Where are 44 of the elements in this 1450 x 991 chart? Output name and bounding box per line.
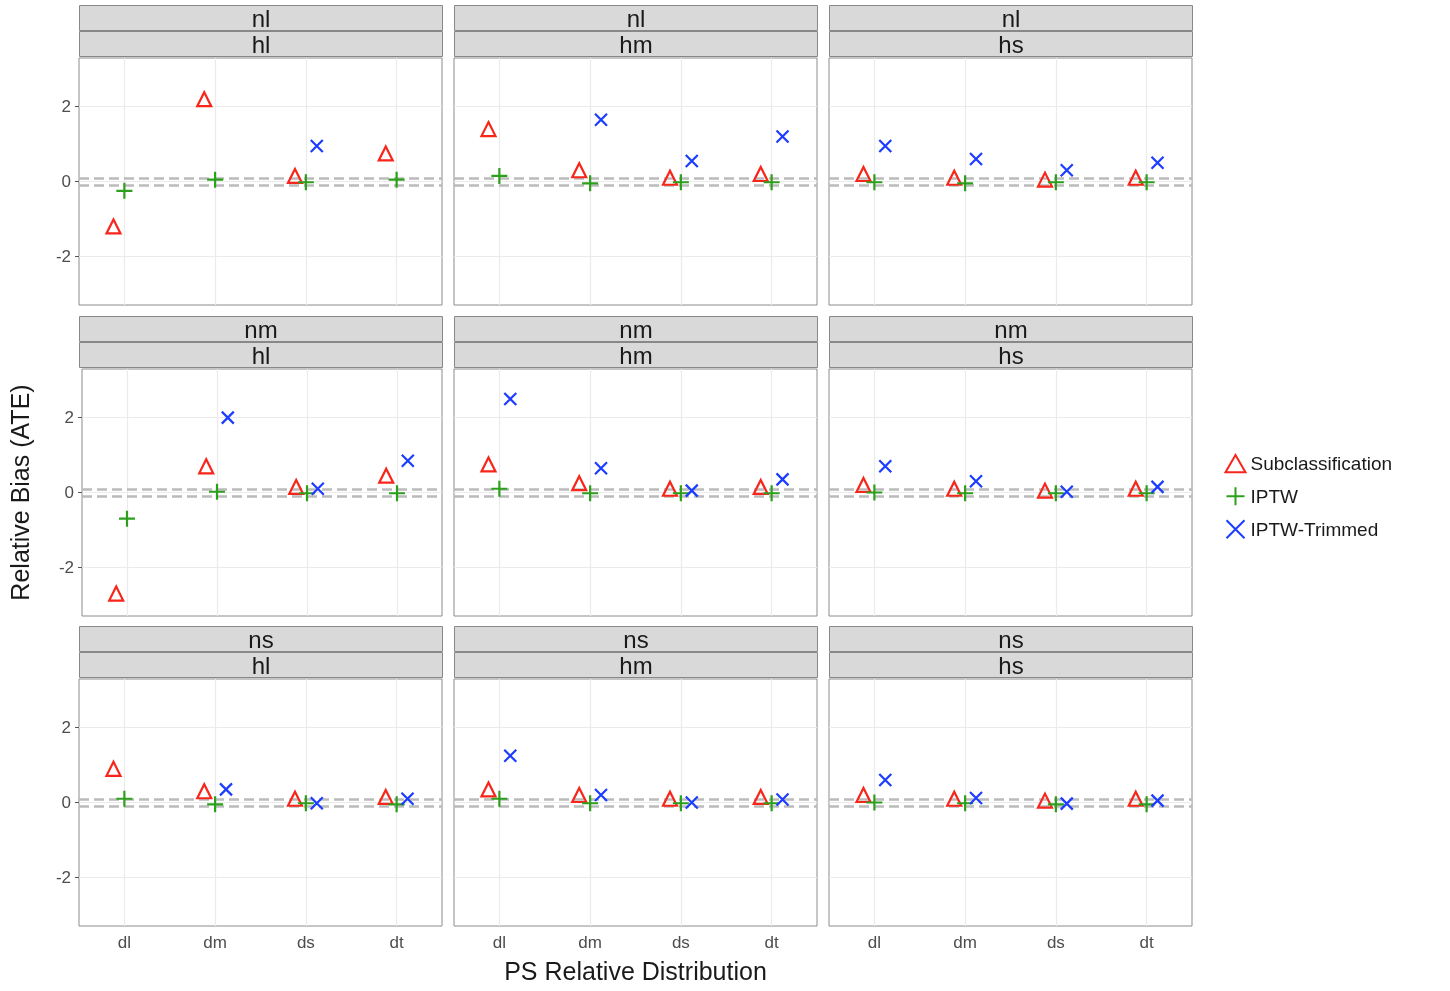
chart-subtitle: hs	[998, 31, 1024, 58]
x-tick-label: dt	[764, 933, 779, 952]
x-tick-label: dm	[203, 933, 227, 952]
legend-label: Subclassification	[1250, 453, 1393, 475]
y-tick-label: 0	[61, 172, 71, 191]
chart-title: ns	[248, 626, 274, 653]
chart-title: nl	[251, 5, 271, 32]
chart-title: nm	[619, 316, 653, 343]
y-tick-label: 0	[61, 793, 71, 812]
x-tick-label: ds	[296, 933, 315, 952]
chart-subtitle: hl	[251, 652, 271, 679]
legend-label: IPTW-Trimmed	[1250, 518, 1379, 540]
chart-title: ns	[998, 626, 1024, 653]
chart-subtitle: hm	[619, 31, 653, 58]
x-tick-label: ds	[671, 933, 690, 952]
chart-subtitle: hl	[251, 342, 271, 369]
chart-title: nm	[244, 316, 278, 343]
chart-title: nl	[1001, 5, 1021, 32]
x-tick-label: dm	[578, 933, 602, 952]
chart-title: nm	[994, 316, 1028, 343]
chart-subtitle: hm	[619, 342, 653, 369]
y-tick-label: 2	[61, 718, 71, 738]
x-tick-label: dt	[389, 933, 404, 952]
legend-label: IPTW	[1250, 485, 1299, 507]
y-axis-title: Relative Bias (ATE)	[5, 384, 34, 601]
x-tick-label: ds	[1046, 933, 1065, 952]
y-tick-label: -2	[58, 557, 74, 577]
chart-subtitle: hm	[619, 652, 653, 679]
x-tick-label: dt	[1139, 933, 1154, 952]
chart-title: nl	[626, 5, 646, 32]
x-tick-label: dl	[492, 933, 506, 952]
chart-subtitle: hl	[251, 31, 271, 58]
x-tick-label: dl	[867, 933, 881, 952]
chart-title: ns	[623, 626, 649, 653]
y-tick-label: -2	[55, 246, 71, 266]
x-tick-label: dl	[117, 933, 131, 952]
y-tick-label: 0	[64, 483, 74, 502]
x-tick-label: dm	[953, 933, 977, 952]
y-tick-label: 2	[64, 408, 74, 428]
chart-subtitle: hs	[998, 342, 1024, 369]
y-tick-label: 2	[61, 97, 71, 117]
x-axis-title: PS Relative Distribution	[504, 956, 767, 985]
y-tick-label: -2	[55, 867, 71, 887]
chart-subtitle: hs	[998, 652, 1024, 679]
